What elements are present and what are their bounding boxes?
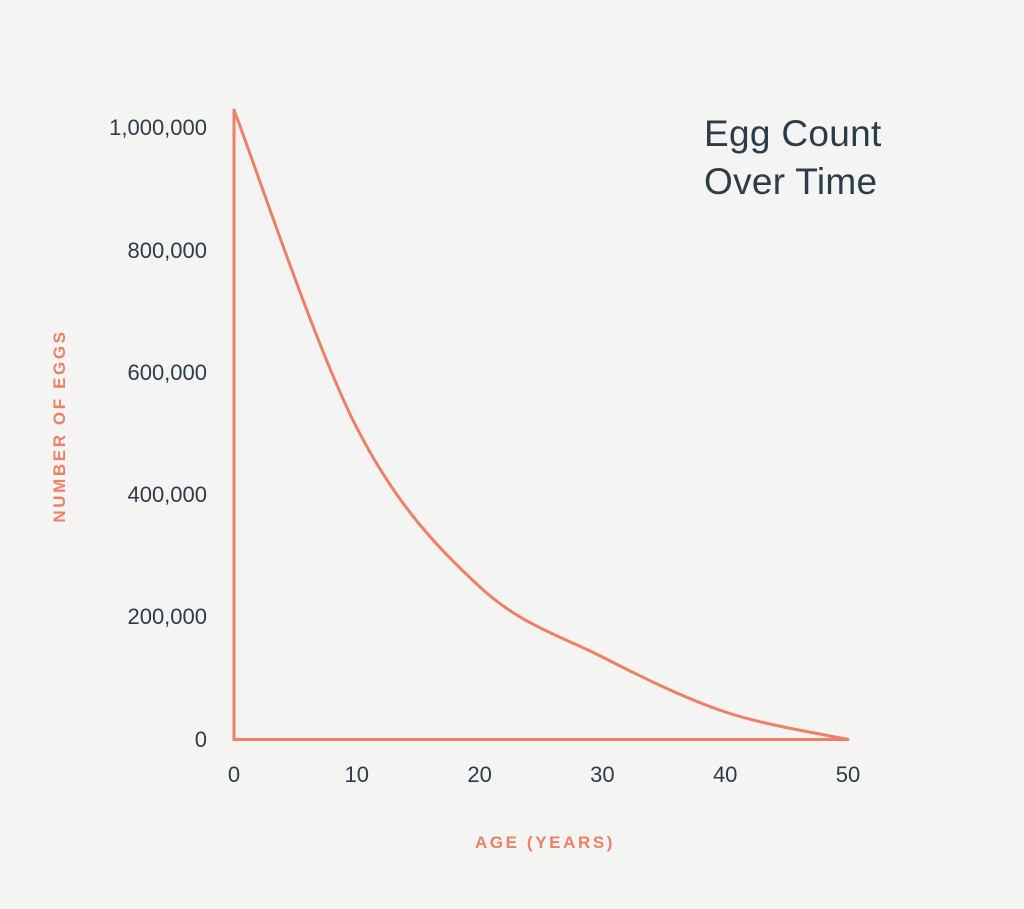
axes-line bbox=[232, 110, 848, 741]
chart-title-line-1: Egg Count bbox=[704, 113, 882, 154]
x-tick-label: 30 bbox=[590, 762, 615, 787]
x-tick-label: 10 bbox=[344, 762, 370, 787]
y-tick-labels: 0 200,000 400,000 600,000 800,000 1,000,000 bbox=[0, 0, 207, 909]
x-tick-label: 0 bbox=[227, 762, 241, 787]
x-axis-title: AGE (YEARS) bbox=[474, 833, 616, 852]
y-tick-label: 1,000,000 bbox=[109, 115, 207, 141]
y-tick-label: 400,000 bbox=[127, 482, 207, 508]
y-tick-label: 200,000 bbox=[127, 604, 207, 630]
x-tick-label: 50 bbox=[835, 762, 861, 787]
y-tick-label: 800,000 bbox=[127, 237, 207, 263]
x-tick-label: 40 bbox=[712, 762, 738, 787]
y-tick-label: 0 bbox=[194, 726, 207, 752]
egg-count-curve bbox=[232, 108, 850, 741]
x-tick-label: 20 bbox=[467, 762, 492, 787]
chart-title-line-2: Over Time bbox=[704, 161, 878, 202]
y-tick-label: 600,000 bbox=[127, 359, 207, 385]
chart-title: Egg Count Over Time bbox=[704, 110, 882, 206]
